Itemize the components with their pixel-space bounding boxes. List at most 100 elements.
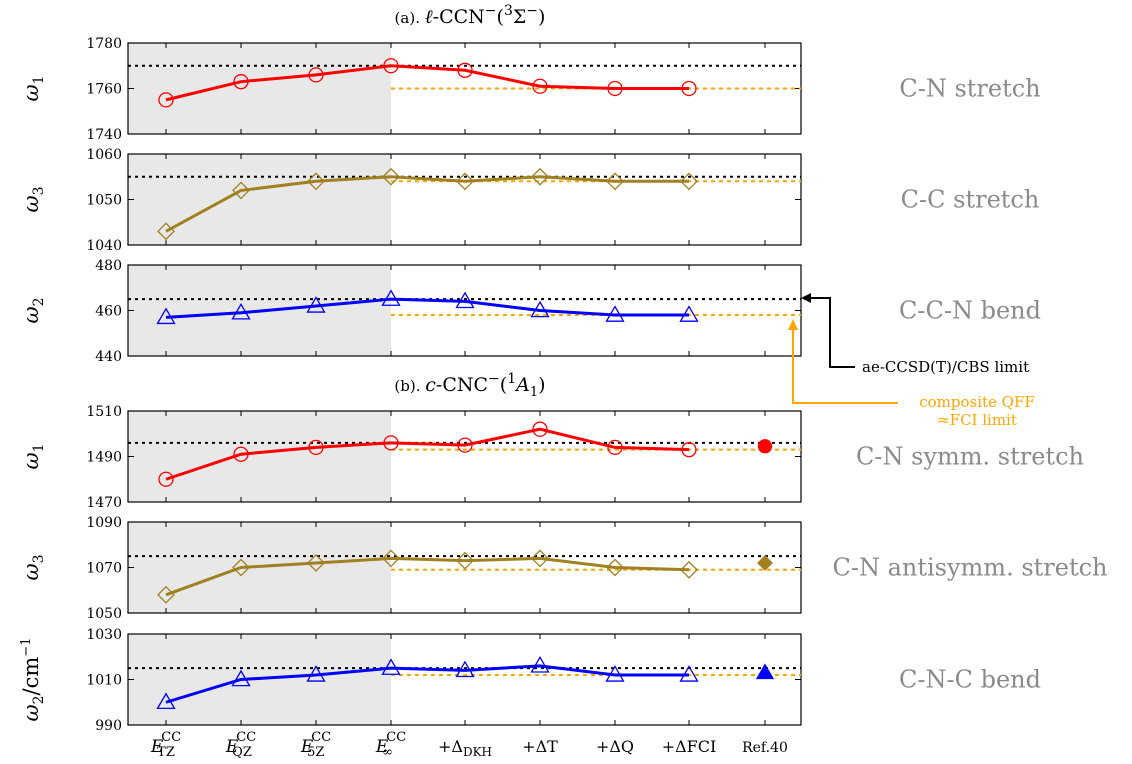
y-axis-label-base: ω	[19, 306, 43, 323]
x-label-qz-sub: QZ	[232, 745, 252, 760]
y-axis-label: ω2	[19, 297, 47, 323]
panel-b-title-c: c	[425, 374, 436, 396]
annotations: ae-CCSD(T)/CBS limit composite QFF≈FCI li…	[788, 293, 1035, 429]
subplot-1-0: 1470 1490 1510 ω1 C-N symm. stretch	[19, 404, 1084, 511]
reference-point	[757, 555, 773, 571]
y-axis-label-sub: 1	[31, 443, 47, 452]
data-point	[606, 558, 624, 577]
panel-a-title-formula: -CCN	[433, 6, 485, 28]
x-label-q: +ΔQ	[596, 737, 634, 756]
data-point	[231, 669, 251, 687]
data-point	[381, 658, 401, 675]
data-point	[307, 554, 325, 572]
data-point	[607, 439, 623, 456]
y-tick-label: 1050	[86, 606, 122, 622]
series-line	[165, 297, 689, 319]
data-point	[455, 291, 475, 309]
x-label-5z-e: E	[300, 737, 314, 757]
data-point	[679, 305, 699, 322]
panel-a-title-minus: −	[526, 3, 538, 19]
y-axis-label-base: ω	[19, 84, 43, 101]
x-label-qz: ECC QZ	[225, 730, 256, 760]
y-axis-label-unit: /cm	[19, 657, 43, 696]
x-label-5z-sub: 5Z	[307, 745, 324, 760]
panel-a-title-mult: 3	[504, 3, 513, 19]
panel-a-title-close: )	[538, 6, 545, 28]
qff-annotation-line2: ≈FCI limit	[937, 411, 1017, 429]
data-point	[308, 67, 324, 83]
x-axis-labels: ECC TZ ECC QZ ECC 5Z ECC ∞ +ΔDKH +ΔT +ΔQ +ΔFCI Ref.4…	[150, 730, 788, 760]
series-line	[165, 175, 689, 233]
y-tick-label: 1490	[86, 450, 122, 466]
data-point	[607, 80, 623, 97]
x-label-inf-sup: CC	[386, 730, 406, 745]
y-axis-label-base: ω	[19, 195, 43, 212]
x-label-fci-main: +ΔFCI	[662, 737, 717, 756]
x-label-fci: +ΔFCI	[662, 737, 717, 756]
x-label-5z: ECC 5Z	[300, 730, 331, 760]
data-point	[456, 172, 474, 191]
x-label-5z-sup: CC	[311, 730, 331, 745]
data-point	[383, 435, 399, 451]
reference-point	[757, 439, 773, 454]
mode-label: C-N stretch	[899, 75, 1040, 103]
x-label-t-main: +ΔT	[522, 737, 558, 756]
data-point	[457, 437, 473, 453]
series-line	[165, 664, 689, 704]
data-point	[158, 92, 174, 108]
data-point	[532, 421, 548, 437]
panel-a-title-sigma: Σ	[513, 6, 526, 28]
y-tick-label: 1010	[86, 673, 122, 689]
y-axis-label-sub: 3	[31, 186, 47, 195]
y-tick-label: 1060	[86, 147, 122, 163]
data-point	[456, 551, 474, 570]
x-label-inf-e: E	[375, 737, 389, 757]
y-axis-label-base: ω	[19, 563, 43, 580]
data-point	[531, 167, 549, 186]
panel-b-title-charge: −	[488, 371, 500, 387]
subplot-1-2: 990 1010 1030 ω2/cm−1 C-N-C bend	[19, 627, 1041, 734]
panel-a-title-ell: ℓ	[425, 6, 433, 28]
x-label-dkh: +ΔDKH	[438, 737, 492, 759]
y-tick-label: 1030	[86, 627, 122, 643]
qff-arrow-line	[792, 328, 898, 404]
y-tick-label: 1740	[86, 127, 122, 143]
y-tick-label: 1040	[86, 238, 122, 254]
data-point	[382, 167, 400, 186]
data-point	[156, 307, 176, 325]
data-point	[605, 305, 625, 322]
panel-b-title-formula: -CNC	[436, 374, 488, 396]
y-tick-label: 1760	[86, 82, 122, 98]
data-point	[381, 289, 401, 306]
data-point	[156, 692, 176, 710]
panel-b-title-close: )	[538, 374, 545, 396]
panel-b-title-sub: 1	[530, 385, 538, 400]
data-point	[383, 58, 399, 74]
series-line	[165, 64, 689, 102]
data-point	[605, 665, 625, 682]
data-point	[232, 558, 250, 577]
x-label-tz-sub: TZ	[157, 745, 175, 760]
mode-label: C-N symm. stretch	[856, 443, 1084, 471]
y-tick-label: 1780	[86, 36, 122, 52]
cbs-extrapolation-shade	[128, 43, 391, 134]
y-tick-label: 1070	[86, 561, 122, 577]
qff-annotation-line1: composite QFF	[919, 393, 1035, 411]
cbs-arrow-line	[808, 297, 855, 368]
data-point	[157, 222, 175, 241]
panel-b-title: (b). c-CNC−(1A1)	[394, 371, 545, 400]
data-point	[157, 585, 175, 604]
data-point	[681, 442, 697, 458]
x-label-tz: ECC TZ	[150, 730, 181, 760]
y-axis-label-sub: 1	[31, 75, 47, 84]
panel-a-title-paren: (	[497, 6, 504, 28]
subplot-1-1: 1050 1070 1090 ω3 C-N antisymm. stretch	[19, 515, 1108, 622]
y-tick-label: 1510	[86, 404, 122, 420]
data-point	[233, 446, 249, 462]
y-axis-label-sub: 3	[31, 554, 47, 563]
data-point	[532, 78, 548, 94]
data-point	[231, 302, 251, 320]
data-point	[307, 172, 325, 191]
panel-b-title-label: (b).	[394, 377, 425, 395]
